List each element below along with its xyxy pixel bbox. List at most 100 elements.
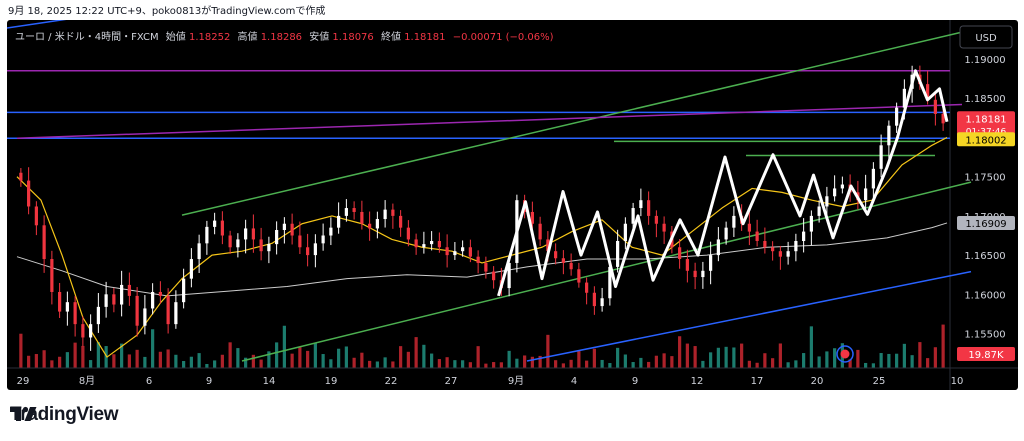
low-value: 1.18076 — [332, 32, 373, 43]
volume-bar — [282, 325, 286, 368]
volume-bar — [50, 360, 54, 368]
candle-body — [213, 220, 217, 227]
volume-bar — [592, 348, 596, 368]
volume-bar — [685, 343, 689, 368]
volume-bar — [437, 359, 441, 368]
candle-body — [616, 240, 620, 267]
price-tick-label: 1.17500 — [964, 173, 1005, 184]
volume-bar — [794, 360, 798, 368]
volume-bar — [825, 351, 829, 368]
volume-bar — [833, 348, 837, 368]
candle-body — [577, 269, 581, 283]
candle-body — [585, 282, 589, 293]
current-price-label — [957, 111, 1015, 138]
candle-body — [430, 240, 434, 245]
volume-bar — [127, 354, 131, 368]
volume-bar — [848, 359, 852, 368]
volume-bar — [89, 360, 93, 368]
volume-bar — [228, 342, 232, 368]
volume-bar — [104, 346, 108, 368]
time-tick-label: 22 — [385, 376, 398, 387]
candle-body — [538, 223, 542, 240]
volume-bar — [569, 359, 573, 368]
volume-bar — [577, 350, 581, 368]
candle-body — [468, 247, 472, 257]
volume-bar — [329, 359, 333, 368]
volume-bar — [197, 353, 201, 368]
volume-bar — [507, 350, 511, 368]
channel-line — [241, 181, 972, 362]
volume-bar — [352, 357, 356, 368]
candle-body — [840, 184, 844, 189]
currency-button[interactable]: USD — [959, 25, 1013, 49]
candle-body — [127, 284, 131, 296]
tradingview-brand[interactable]: TradingView — [10, 404, 119, 426]
candle-body — [352, 208, 356, 212]
volume-bar — [468, 362, 472, 368]
volume-bar — [523, 355, 527, 368]
price-tick-label: 1.18500 — [964, 94, 1005, 105]
candle-body — [189, 259, 193, 279]
volume-bar — [391, 361, 395, 368]
candle-body — [251, 228, 255, 240]
candle-body — [391, 209, 395, 216]
volume-bar — [538, 355, 542, 368]
candle-body — [895, 107, 899, 126]
candle-body — [631, 208, 635, 224]
volume-bar — [251, 354, 255, 368]
channel-line — [16, 103, 963, 139]
volume-bar — [65, 352, 69, 368]
volume-bar — [19, 333, 23, 368]
price-chart[interactable]: 1.190001.185001.175001.170001.165001.160… — [7, 20, 1018, 390]
volume-bar — [174, 354, 178, 368]
volume-bar — [220, 354, 224, 368]
candle-body — [383, 209, 387, 220]
high-value: 1.18286 — [261, 32, 302, 43]
volume-bar — [716, 347, 720, 368]
axis-separator — [7, 20, 1018, 390]
candle-body — [135, 295, 139, 326]
volume-bar — [724, 346, 728, 368]
ma-slow-value: 1.16909 — [965, 219, 1006, 230]
candle-body — [236, 239, 240, 248]
time-tick-label: 6 — [146, 376, 152, 387]
volume-bar — [623, 354, 627, 368]
candles — [19, 65, 945, 351]
volume-bar — [631, 362, 635, 368]
volume-bar — [58, 356, 62, 368]
time-tick-label: 12 — [691, 376, 704, 387]
candle-body — [406, 227, 410, 240]
low-label: 安値 — [309, 30, 329, 43]
volume-bar — [709, 352, 713, 368]
candle-body — [763, 240, 767, 248]
candle-body — [375, 219, 379, 229]
ma-fast-value: 1.18002 — [965, 135, 1006, 146]
volume-bar — [817, 356, 821, 368]
candle-body — [104, 294, 108, 307]
candle-body — [34, 206, 38, 226]
zigzag-overlay — [497, 69, 949, 297]
candle-body — [143, 308, 147, 326]
volume-bar — [910, 355, 914, 368]
candle-body — [151, 291, 155, 309]
candle-body — [685, 259, 689, 271]
candle-body — [709, 255, 713, 271]
volume-bar — [422, 344, 426, 368]
price-tick-label: 1.16000 — [964, 290, 1005, 301]
volume-bar — [112, 354, 116, 368]
time-tick-label: 14 — [263, 376, 276, 387]
candle-body — [174, 302, 178, 325]
currency-label: USD — [975, 33, 997, 44]
volume-bar — [554, 360, 558, 368]
candle-body — [941, 113, 945, 124]
candle-body — [306, 247, 310, 256]
volume-bar — [802, 353, 806, 368]
volume-bar — [902, 343, 906, 368]
moving-averages — [16, 136, 948, 358]
candle-body — [96, 306, 100, 325]
volume-bar — [42, 350, 46, 368]
chart-panel[interactable]: 1.190001.185001.175001.170001.165001.160… — [7, 20, 1018, 390]
volume-bar — [895, 353, 899, 368]
economic-event-icon[interactable] — [836, 345, 854, 363]
candle-body — [647, 200, 651, 216]
